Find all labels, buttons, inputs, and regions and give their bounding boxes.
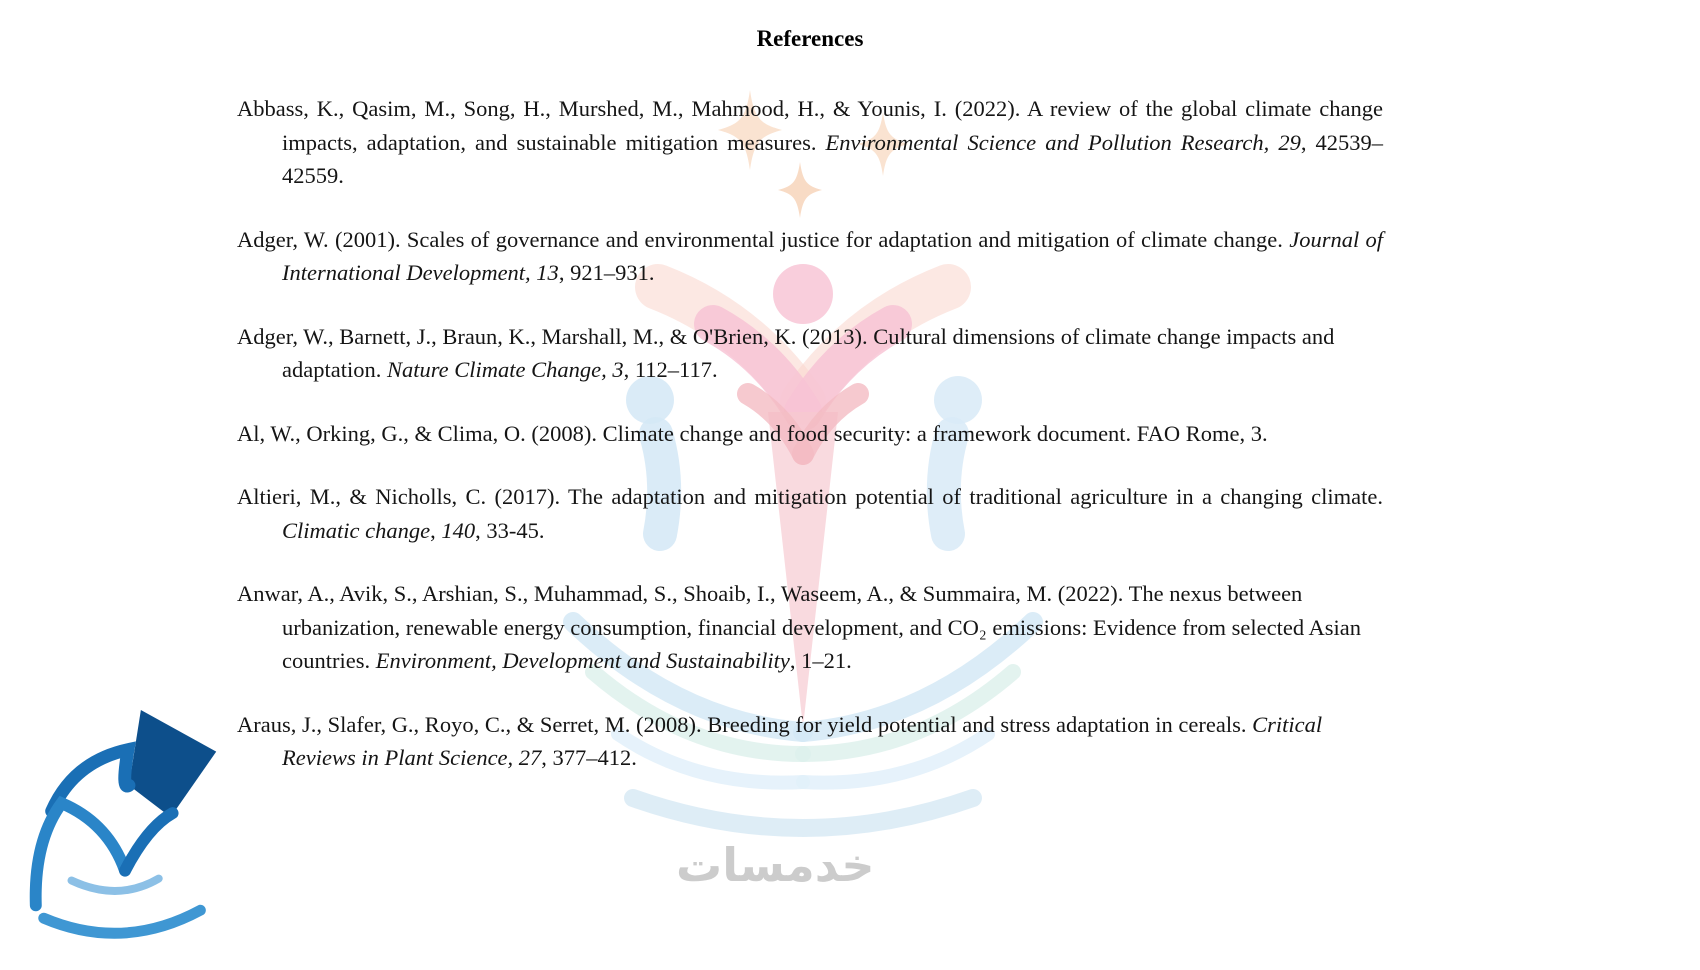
reference-text-run: Altieri, M., & Nicholls, C. (2017). The … xyxy=(237,484,1383,509)
reference-entry: Araus, J., Slafer, G., Royo, C., & Serre… xyxy=(237,708,1383,775)
reference-text-run: , xyxy=(430,517,442,543)
reference-text-run: Abbass, K., Qasim, M., Song, H., Murshed… xyxy=(237,96,1383,155)
journal-name-italic: Nature Climate Change, 3 xyxy=(386,357,624,382)
journal-name-italic: Environment, Development and Sustainabil… xyxy=(375,648,790,673)
references-list: Abbass, K., Qasim, M., Song, H., Murshed… xyxy=(237,92,1383,775)
reference-text-run: , 1–21. xyxy=(789,648,852,673)
reference-text-run: Adger, W., Barnett, J., Braun, K., Marsh… xyxy=(237,323,1335,383)
reference-text-run: , 377–412. xyxy=(541,745,637,770)
journal-name-italic: Environmental Science and Pollution Rese… xyxy=(825,129,1301,155)
reference-text-run: , 921–931. xyxy=(558,260,655,285)
center-watermark-logo xyxy=(563,90,1043,837)
reference-entry: Al, W., Orking, G., & Clima, O. (2008). … xyxy=(237,417,1383,451)
volume-number-italic: 140 xyxy=(441,517,476,543)
document-page: References Abbass, K., Qasim, M., Song, … xyxy=(237,26,1383,775)
reference-entry: Adger, W., Barnett, J., Braun, K., Marsh… xyxy=(237,320,1383,387)
sparkle-icons xyxy=(718,90,908,218)
reference-entry: Abbass, K., Qasim, M., Song, H., Murshed… xyxy=(237,92,1383,193)
reference-text-run: , 33-45. xyxy=(475,517,545,543)
journal-name-italic: Critical Reviews in Plant Science, 27 xyxy=(282,711,1323,771)
publisher-book-logo xyxy=(29,710,217,939)
journal-name-italic: Climatic change xyxy=(282,517,431,543)
reference-text-run: Anwar, A., Avik, S., Arshian, S., Muhamm… xyxy=(237,581,1361,673)
page-title: References xyxy=(756,26,864,51)
reference-entry: Adger, W. (2001). Scales of governance a… xyxy=(237,223,1383,290)
reference-entry: Altieri, M., & Nicholls, C. (2017). The … xyxy=(237,480,1383,547)
reference-text-run: , 42539–42559. xyxy=(282,129,1384,189)
arabic-watermark-text: خدمسات xyxy=(676,838,875,892)
reference-text-run: , 112–117. xyxy=(623,357,718,382)
people-figures xyxy=(626,264,982,727)
reference-text-run: Araus, J., Slafer, G., Royo, C., & Serre… xyxy=(237,711,1253,737)
journal-name-italic: Journal of International Development, 13 xyxy=(282,226,1384,286)
reference-text-run: Adger, W. (2001). Scales of governance a… xyxy=(237,226,1290,252)
open-book-watermark xyxy=(563,612,1043,837)
folded-page-shape xyxy=(128,710,217,818)
reference-entry: Anwar, A., Avik, S., Arshian, S., Muhamm… xyxy=(237,577,1383,678)
reference-text-run: Al, W., Orking, G., & Clima, O. (2008). … xyxy=(237,420,1268,446)
